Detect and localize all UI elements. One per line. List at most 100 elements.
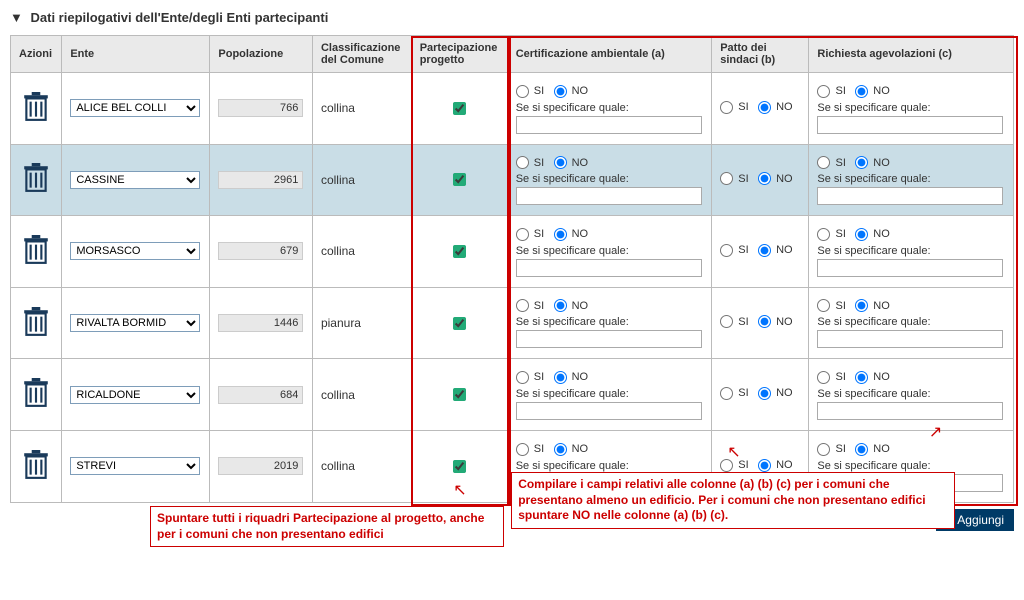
pop-input[interactable] [218, 242, 303, 260]
trash-icon[interactable] [23, 111, 49, 125]
radio-no-label[interactable]: NO [554, 157, 589, 169]
partecip-checkbox[interactable] [453, 102, 466, 115]
ente-select[interactable]: RICALDONE [70, 386, 200, 404]
radio-si-label[interactable]: SI [817, 300, 845, 312]
partecip-checkbox[interactable] [453, 317, 466, 330]
radio-si-label[interactable]: SI [817, 85, 845, 97]
pop-input[interactable] [218, 457, 303, 475]
radio-no-label[interactable]: NO [758, 459, 793, 471]
radio-no-label[interactable]: NO [554, 300, 589, 312]
ente-select[interactable]: RIVALTA BORMID [70, 314, 200, 332]
spec-input[interactable] [516, 402, 702, 420]
radio-si[interactable] [817, 156, 830, 169]
radio-si[interactable] [720, 244, 733, 257]
radio-no[interactable] [855, 299, 868, 312]
radio-si[interactable] [516, 156, 529, 169]
radio-si[interactable] [720, 387, 733, 400]
radio-no-label[interactable]: NO [855, 157, 890, 169]
radio-no-label[interactable]: NO [758, 173, 793, 185]
collapse-triangle-icon[interactable]: ▼ [10, 10, 23, 25]
radio-si[interactable] [817, 299, 830, 312]
radio-si-label[interactable]: SI [720, 173, 748, 185]
partecip-checkbox[interactable] [453, 460, 466, 473]
spec-input[interactable] [516, 330, 702, 348]
trash-icon[interactable] [23, 182, 49, 196]
pop-input[interactable] [218, 99, 303, 117]
radio-no-label[interactable]: NO [758, 387, 793, 399]
spec-input[interactable] [516, 116, 702, 134]
radio-si-label[interactable]: SI [516, 228, 544, 240]
radio-si-label[interactable]: SI [516, 300, 544, 312]
radio-no-label[interactable]: NO [855, 300, 890, 312]
radio-no[interactable] [855, 156, 868, 169]
radio-si-label[interactable]: SI [516, 443, 544, 455]
radio-si[interactable] [516, 228, 529, 241]
radio-no-label[interactable]: NO [758, 244, 793, 256]
radio-si-label[interactable]: SI [817, 228, 845, 240]
radio-no[interactable] [554, 371, 567, 384]
spec-input[interactable] [516, 187, 702, 205]
radio-si[interactable] [720, 172, 733, 185]
radio-no[interactable] [554, 156, 567, 169]
radio-no-label[interactable]: NO [758, 101, 793, 113]
spec-input[interactable] [817, 330, 1003, 348]
radio-no[interactable] [758, 244, 771, 257]
radio-no[interactable] [855, 371, 868, 384]
radio-si-label[interactable]: SI [817, 443, 845, 455]
radio-si[interactable] [817, 371, 830, 384]
partecip-checkbox[interactable] [453, 173, 466, 186]
spec-input[interactable] [817, 259, 1003, 277]
radio-no[interactable] [758, 387, 771, 400]
radio-no[interactable] [855, 85, 868, 98]
radio-si[interactable] [720, 315, 733, 328]
radio-si-label[interactable]: SI [720, 101, 748, 113]
radio-no[interactable] [554, 299, 567, 312]
radio-no-label[interactable]: NO [554, 228, 589, 240]
trash-icon[interactable] [23, 326, 49, 340]
spec-input[interactable] [817, 187, 1003, 205]
radio-no[interactable] [855, 228, 868, 241]
radio-no-label[interactable]: NO [855, 85, 890, 97]
spec-input[interactable] [817, 402, 1003, 420]
radio-no[interactable] [758, 459, 771, 472]
radio-si[interactable] [516, 299, 529, 312]
pop-input[interactable] [218, 386, 303, 404]
ente-select[interactable]: CASSINE [70, 171, 200, 189]
ente-select[interactable]: MORSASCO [70, 242, 200, 260]
radio-si-label[interactable]: SI [720, 244, 748, 256]
spec-input[interactable] [817, 116, 1003, 134]
spec-input[interactable] [516, 259, 702, 277]
radio-no-label[interactable]: NO [554, 443, 589, 455]
radio-si[interactable] [516, 443, 529, 456]
radio-si-label[interactable]: SI [817, 371, 845, 383]
radio-no-label[interactable]: NO [554, 85, 589, 97]
radio-si[interactable] [817, 443, 830, 456]
partecip-checkbox[interactable] [453, 245, 466, 258]
radio-si[interactable] [817, 85, 830, 98]
radio-si[interactable] [516, 371, 529, 384]
radio-si[interactable] [817, 228, 830, 241]
radio-no[interactable] [554, 85, 567, 98]
radio-no-label[interactable]: NO [855, 228, 890, 240]
radio-no-label[interactable]: NO [855, 371, 890, 383]
radio-no[interactable] [855, 443, 868, 456]
radio-si[interactable] [720, 101, 733, 114]
radio-no-label[interactable]: NO [758, 316, 793, 328]
pop-input[interactable] [218, 314, 303, 332]
radio-si-label[interactable]: SI [720, 316, 748, 328]
radio-no[interactable] [554, 443, 567, 456]
radio-no[interactable] [554, 228, 567, 241]
radio-no[interactable] [758, 101, 771, 114]
ente-select[interactable]: STREVI [70, 457, 200, 475]
radio-si-label[interactable]: SI [516, 157, 544, 169]
radio-si-label[interactable]: SI [516, 85, 544, 97]
radio-no[interactable] [758, 315, 771, 328]
radio-no-label[interactable]: NO [554, 371, 589, 383]
radio-si-label[interactable]: SI [817, 157, 845, 169]
radio-si-label[interactable]: SI [516, 371, 544, 383]
pop-input[interactable] [218, 171, 303, 189]
radio-si[interactable] [516, 85, 529, 98]
trash-icon[interactable] [23, 397, 49, 411]
partecip-checkbox[interactable] [453, 388, 466, 401]
radio-no-label[interactable]: NO [855, 443, 890, 455]
